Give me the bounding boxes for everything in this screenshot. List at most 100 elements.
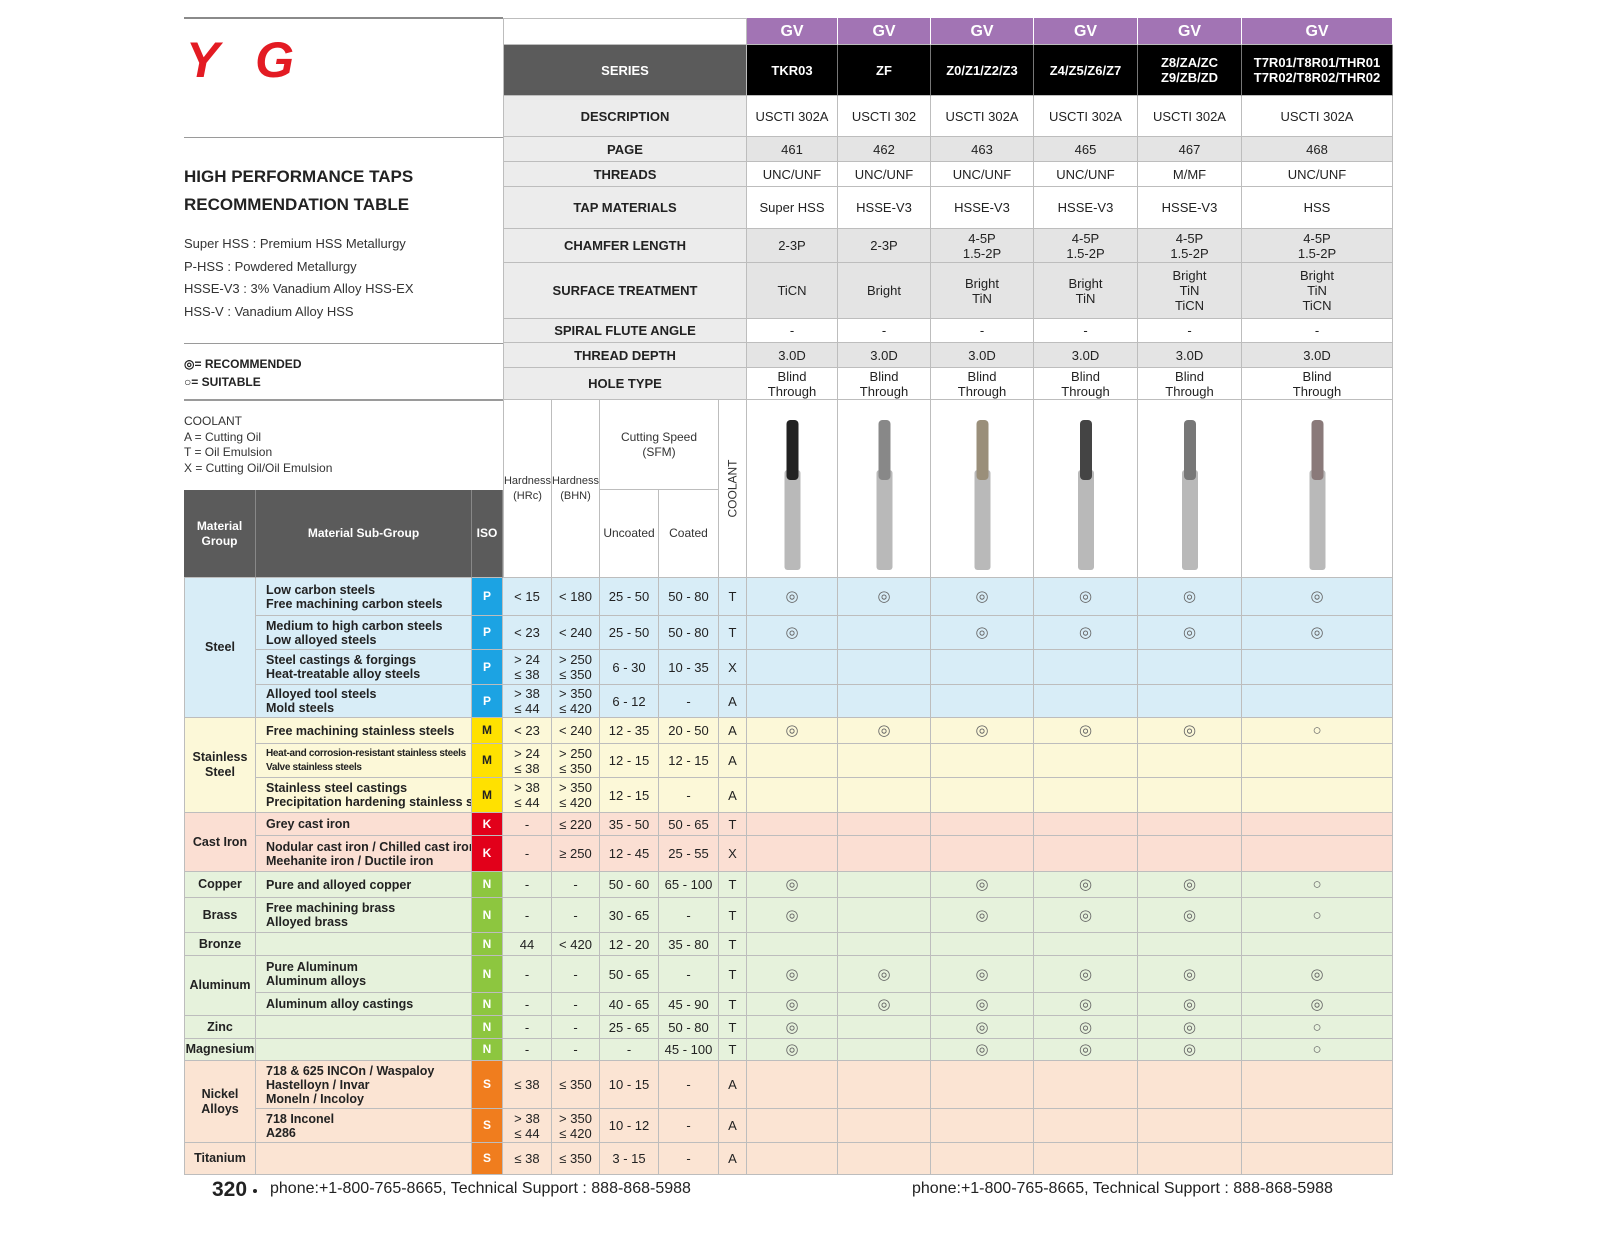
recommendation: ◎ bbox=[931, 616, 1034, 650]
coolant: A bbox=[719, 718, 747, 744]
recommendation: ◎ bbox=[1034, 1016, 1138, 1039]
spec-cell: UNC/UNF bbox=[747, 162, 838, 187]
material-group-text: Titanium bbox=[194, 1151, 246, 1165]
recommendation bbox=[838, 872, 931, 898]
column-header-text: Material bbox=[196, 518, 243, 533]
series-cell-text: TKR03 bbox=[771, 62, 813, 78]
sub-group: Heat-and corrosion-resistant stainless s… bbox=[256, 744, 472, 778]
recommendation-text: ◎ bbox=[1078, 906, 1093, 924]
spec-cell-text: Blind bbox=[869, 368, 899, 384]
recommendation-text: ◎ bbox=[975, 722, 989, 739]
recommendation-text: ◎ bbox=[877, 588, 891, 605]
spec-cell-text: UNC/UNF bbox=[1287, 166, 1347, 182]
spec-label-text: SERIES bbox=[601, 62, 649, 78]
coolant: T bbox=[719, 1039, 747, 1061]
material-group: Titanium bbox=[184, 1143, 256, 1175]
coolant: X bbox=[719, 650, 747, 685]
speed-uncoated: 3 - 15 bbox=[600, 1143, 659, 1175]
spec-cell: 462 bbox=[838, 137, 931, 162]
title: HIGH PERFORMANCE TAPS RECOMMENDATION TAB… bbox=[184, 163, 413, 219]
column-header: Material Sub-Group bbox=[256, 490, 472, 578]
recommendation bbox=[1034, 813, 1138, 836]
sub-group-text: Free machining carbon steels bbox=[266, 596, 443, 611]
spec-cell-text: USCTI 302A bbox=[1049, 108, 1122, 124]
recommendation: ◎ bbox=[838, 578, 931, 616]
material-group: Aluminum bbox=[184, 956, 256, 1016]
spec-cell: M/MF bbox=[1138, 162, 1242, 187]
brand-cell-text: GV bbox=[1177, 22, 1202, 40]
spec-cell-text: Blind bbox=[777, 368, 807, 384]
recommendation-text: ◎ bbox=[785, 722, 799, 739]
recommendation bbox=[747, 744, 838, 778]
spec-cell: HSSE-V3 bbox=[931, 187, 1034, 229]
recommendation bbox=[1138, 1109, 1242, 1143]
spec-cell: 465 bbox=[1034, 137, 1138, 162]
hardness-bhn: - bbox=[552, 1016, 600, 1039]
spec-cell: 3.0D bbox=[747, 343, 838, 368]
hardness-hrc-text: - bbox=[524, 877, 530, 892]
spec-cell: 3.0D bbox=[838, 343, 931, 368]
speed-uncoated-text: - bbox=[626, 1042, 632, 1057]
tap-thread bbox=[1311, 420, 1323, 480]
speed-uncoated: 6 - 30 bbox=[600, 650, 659, 685]
iso-code: P bbox=[472, 578, 503, 616]
coolant-text: T bbox=[728, 589, 737, 604]
hardness-hrc-text: < 23 bbox=[514, 723, 540, 738]
spec-cell: UNC/UNF bbox=[1242, 162, 1393, 187]
spec-cell-text: HSS bbox=[1303, 200, 1331, 215]
spec-cell: 3.0D bbox=[1242, 343, 1393, 368]
sub-group-text: Mold steels bbox=[266, 701, 335, 715]
coolant-text: A bbox=[728, 1151, 737, 1166]
sub-group-text: Free machining stainless steels bbox=[266, 723, 455, 738]
spec-cell-text: - bbox=[979, 323, 985, 338]
column-header-text: (SFM) bbox=[642, 444, 676, 459]
tap-image bbox=[1077, 420, 1094, 570]
iso-code-text: N bbox=[482, 936, 492, 951]
column-header-text: (HRc) bbox=[513, 489, 542, 502]
hardness-hrc-text: - bbox=[524, 1042, 530, 1057]
recommendation bbox=[747, 836, 838, 872]
iso-code-text: N bbox=[482, 1042, 492, 1056]
speed-coated-text: 45 - 90 bbox=[668, 996, 709, 1012]
spec-cell: - bbox=[747, 319, 838, 343]
recommendation-text: ○ bbox=[1312, 722, 1322, 739]
coolant: X bbox=[719, 836, 747, 872]
iso-code: M bbox=[472, 718, 503, 744]
sub-group-text: Heat-and corrosion-resistant stainless s… bbox=[266, 747, 466, 759]
hardness-bhn: - bbox=[552, 1039, 600, 1061]
iso-code: K bbox=[472, 813, 503, 836]
iso-code-text: P bbox=[482, 589, 491, 603]
recommendation bbox=[838, 813, 931, 836]
spec-cell-text: 1.5-2P bbox=[1170, 245, 1209, 261]
column-header: Hardness (BHN) bbox=[552, 400, 600, 578]
hardness-hrc-text: - bbox=[524, 966, 530, 982]
recommendation-text: ◎ bbox=[1182, 876, 1197, 893]
spec-cell-text: 1.5-2P bbox=[1297, 245, 1337, 261]
series-cell: ZF bbox=[838, 45, 931, 96]
spec-cell-text: - bbox=[1083, 323, 1088, 338]
recommendation-text: ◎ bbox=[1078, 588, 1093, 605]
sub-group-text: Heat-treatable alloy steels bbox=[266, 667, 421, 681]
speed-coated-text: 20 - 50 bbox=[668, 723, 709, 738]
hardness-bhn-text: < 420 bbox=[559, 936, 592, 952]
rule bbox=[184, 17, 503, 19]
recommendation-text: ◎ bbox=[785, 1018, 799, 1036]
spec-label-text: SURFACE TREATMENT bbox=[552, 283, 698, 298]
hardness-hrc-text: ≤ 38 bbox=[514, 760, 540, 776]
recommendation-text: ◎ bbox=[785, 588, 799, 605]
recommendation-text: ◎ bbox=[1182, 624, 1197, 641]
tap-image-cell bbox=[1242, 400, 1393, 578]
spec-cell: Bright bbox=[838, 263, 931, 319]
hardness-bhn-text: ≤ 420 bbox=[559, 701, 592, 716]
hardness-bhn: > 250 ≤ 350 bbox=[552, 744, 600, 778]
speed-coated: 25 - 55 bbox=[659, 836, 719, 872]
hardness-hrc-text: > 24 bbox=[514, 745, 540, 761]
recommendation bbox=[747, 933, 838, 956]
recommendation bbox=[931, 1061, 1034, 1109]
iso-code-text: P bbox=[482, 625, 491, 639]
spec-cell-text: Through bbox=[767, 383, 817, 399]
spec-cell-text: Bright bbox=[965, 275, 999, 291]
coolant: T bbox=[719, 933, 747, 956]
spec-cell-text: TiN bbox=[1307, 283, 1327, 298]
hardness-bhn: < 240 bbox=[552, 616, 600, 650]
